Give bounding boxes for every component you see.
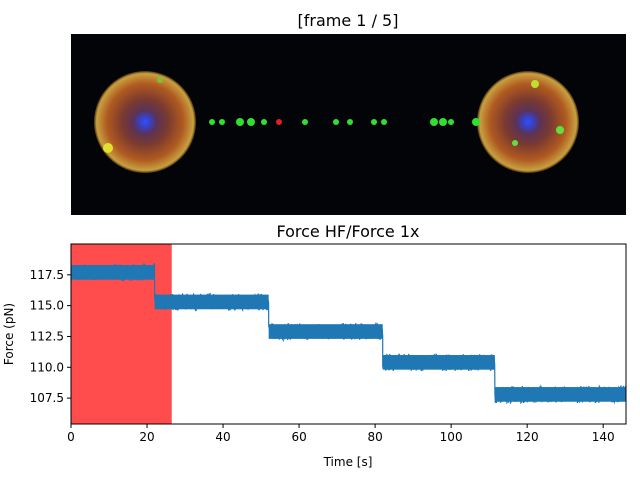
y-axis-label: Force (pN) [2,303,16,365]
left-bead-spot [157,77,163,83]
dna-spot [448,119,454,125]
y-tick-label: 115.0 [30,299,64,313]
x-tick-label: 120 [516,430,539,444]
x-tick-label: 0 [67,430,75,444]
step-band [494,387,626,402]
x-axis-label: Time [s] [323,455,373,469]
dna-spot [371,119,377,125]
dna-spot [347,119,353,125]
right-bead-spot [531,80,539,88]
step-band [71,265,155,280]
step-band [154,294,269,310]
dna-spot-red [276,119,282,125]
microscopy-frame [71,34,626,215]
dna-spot [333,119,339,125]
left-bead-spot [103,143,113,153]
dna-spot [261,119,267,125]
dna-spot [236,118,244,126]
y-tick-label: 107.5 [30,391,64,405]
series-force [70,262,627,405]
dna-spot [381,119,387,125]
dna-spot [247,118,255,126]
x-tick-label: 80 [367,430,382,444]
image-title: [frame 1 / 5] [298,11,399,30]
right-bead-spot [556,126,564,134]
y-tick-label: 117.5 [30,268,64,282]
y-tick-label: 112.5 [30,329,64,343]
x-tick-label: 40 [215,430,230,444]
left-bead-core [133,110,157,134]
plot-frame [70,243,627,425]
x-tick-label: 100 [440,430,463,444]
dna-spot [209,119,215,125]
dna-spot [302,119,308,125]
dna-spot [430,118,438,126]
force-plot: 0 20 40 60 80 100 120 140 107.5110.0112.5115.01… [30,243,627,444]
right-bead-spot [512,140,518,146]
step-band [268,324,383,339]
y-tick-label: 110.0 [30,360,64,374]
dna-spot [219,119,225,125]
dna-spot [472,118,480,126]
y-axis: 107.5 110.0 112.5 115.0 117.5 [30,268,71,405]
right-bead-core [516,110,540,134]
x-tick-label: 60 [291,430,306,444]
chart-title: Force HF/Force 1x [276,222,419,241]
step-band [382,355,495,370]
x-axis: 0 20 40 60 80 100 120 140 [67,424,615,444]
dna-spot [439,118,447,126]
x-tick-label: 20 [139,430,154,444]
x-tick-label: 140 [592,430,615,444]
